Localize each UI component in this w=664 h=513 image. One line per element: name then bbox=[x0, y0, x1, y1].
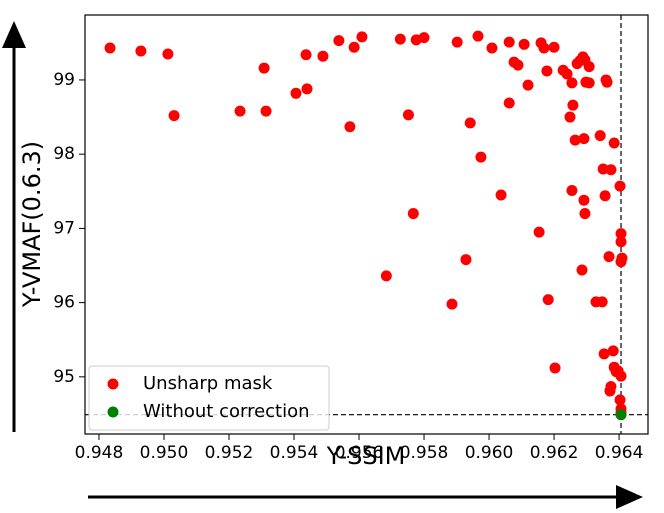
point bbox=[472, 30, 484, 42]
point bbox=[569, 134, 581, 146]
point bbox=[616, 252, 628, 264]
point bbox=[348, 41, 360, 53]
point bbox=[522, 79, 534, 91]
point bbox=[615, 236, 627, 248]
y-tick-label: 98 bbox=[53, 144, 75, 164]
x-tick-label: 0.952 bbox=[205, 443, 254, 463]
point bbox=[538, 42, 550, 54]
point bbox=[608, 137, 620, 149]
point bbox=[460, 254, 472, 266]
y-tick-label: 95 bbox=[53, 367, 75, 387]
point bbox=[615, 409, 627, 421]
point bbox=[601, 76, 613, 88]
point bbox=[446, 298, 458, 310]
point bbox=[402, 109, 414, 121]
point bbox=[561, 68, 573, 80]
point bbox=[566, 77, 578, 89]
point bbox=[418, 32, 430, 44]
x-tick-label: 0.964 bbox=[595, 443, 644, 463]
point bbox=[596, 296, 608, 308]
point bbox=[583, 77, 595, 89]
point bbox=[503, 36, 515, 48]
y-tick-label: 96 bbox=[53, 293, 75, 313]
x-tick-label: 0.956 bbox=[335, 443, 384, 463]
x-tick-label: 0.950 bbox=[140, 443, 189, 463]
point bbox=[607, 345, 619, 357]
point bbox=[135, 45, 147, 57]
point bbox=[598, 348, 610, 360]
x-tick-label: 0.960 bbox=[465, 443, 514, 463]
x-tick-label: 0.954 bbox=[270, 443, 319, 463]
point bbox=[603, 251, 615, 263]
point bbox=[486, 42, 498, 54]
point bbox=[566, 185, 578, 197]
point bbox=[615, 228, 627, 240]
x-tick-label: 0.962 bbox=[530, 443, 579, 463]
point bbox=[548, 41, 560, 53]
point bbox=[549, 362, 561, 374]
point bbox=[464, 117, 476, 129]
point bbox=[495, 189, 507, 201]
point bbox=[407, 208, 419, 220]
point bbox=[578, 194, 590, 206]
point bbox=[594, 130, 606, 142]
point bbox=[542, 294, 554, 306]
point bbox=[300, 49, 312, 61]
point bbox=[260, 105, 272, 117]
point bbox=[394, 33, 406, 45]
point bbox=[162, 48, 174, 60]
point bbox=[451, 36, 463, 48]
point bbox=[614, 180, 626, 192]
point bbox=[576, 264, 588, 276]
point bbox=[380, 270, 392, 282]
point bbox=[301, 83, 313, 95]
point bbox=[168, 110, 180, 122]
point bbox=[104, 42, 116, 54]
point bbox=[317, 50, 329, 62]
point bbox=[583, 61, 595, 73]
legend-label: Unsharp mask bbox=[143, 373, 273, 394]
legend-marker bbox=[107, 378, 119, 390]
point bbox=[356, 31, 368, 43]
point bbox=[605, 164, 617, 176]
point bbox=[579, 208, 591, 220]
x-tick-label: 0.948 bbox=[75, 443, 124, 463]
point bbox=[234, 105, 246, 117]
point bbox=[605, 380, 617, 392]
point bbox=[518, 38, 530, 50]
point bbox=[503, 97, 515, 109]
point bbox=[541, 65, 553, 77]
point bbox=[333, 35, 345, 47]
point bbox=[567, 99, 579, 111]
point bbox=[533, 226, 545, 238]
legend-marker bbox=[107, 406, 119, 418]
point bbox=[564, 111, 576, 123]
point bbox=[290, 87, 302, 99]
point bbox=[599, 190, 611, 202]
legend-box bbox=[88, 365, 330, 431]
plot-frame bbox=[84, 14, 649, 435]
point bbox=[344, 121, 356, 133]
point bbox=[578, 133, 590, 145]
x-tick-label: 0.958 bbox=[400, 443, 449, 463]
point bbox=[258, 62, 270, 74]
point bbox=[475, 151, 487, 163]
legend-label: Without correction bbox=[143, 401, 310, 422]
point bbox=[512, 59, 524, 71]
y-tick-label: 99 bbox=[53, 70, 75, 90]
y-axis-title: Y-VMAF(0.6.3) bbox=[18, 141, 46, 308]
y-tick-label: 97 bbox=[53, 218, 75, 238]
x-axis-title: Y-SSIM bbox=[326, 442, 406, 470]
point bbox=[614, 394, 626, 406]
point bbox=[615, 370, 627, 382]
